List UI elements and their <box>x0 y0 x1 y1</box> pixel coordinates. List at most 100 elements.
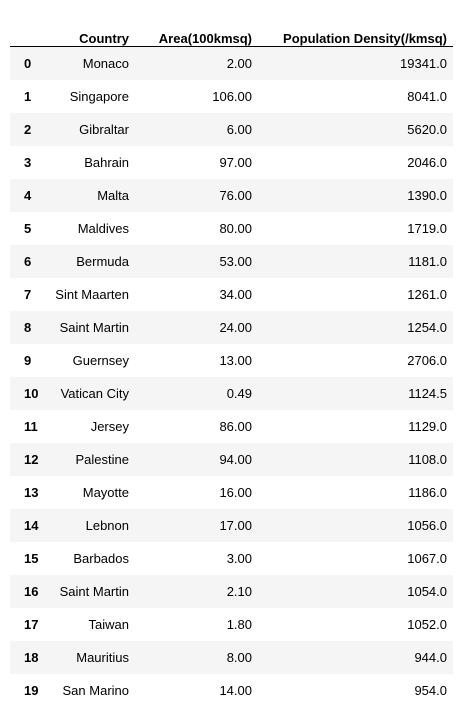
table-row: 19 San Marino 14.00 954.0 <box>10 674 453 707</box>
area-cell: 3.00 <box>226 550 252 566</box>
row-index: 11 <box>24 418 38 434</box>
country-cell: Monaco <box>82 55 129 71</box>
row-index: 17 <box>24 616 39 632</box>
table-row: 6 Bermuda 53.00 1181.0 <box>10 244 453 278</box>
row-index: 15 <box>24 550 39 566</box>
table-row: 11 Jersey 86.00 1129.0 <box>10 410 453 443</box>
area-cell: 2.10 <box>226 583 252 599</box>
table-row: 15 Barbados 3.00 1067.0 <box>10 542 453 575</box>
country-cell: Palestine <box>75 451 129 467</box>
table-row: 1 Singapore 106.00 8041.0 <box>10 80 453 113</box>
table-row: 0 Monaco 2.00 19341.0 <box>10 46 453 80</box>
density-cell: 1390.0 <box>407 187 447 203</box>
density-cell: 8041.0 <box>407 88 447 104</box>
country-cell: Bahrain <box>84 154 129 170</box>
area-cell: 1.80 <box>226 616 252 632</box>
country-cell: Mayotte <box>82 484 129 500</box>
table-row: 16 Saint Martin 2.10 1054.0 <box>10 574 453 608</box>
area-cell: 80.00 <box>219 220 252 236</box>
table-row: 5 Maldives 80.00 1719.0 <box>10 212 453 245</box>
table-row: 10 Vatican City 0.49 1124.5 <box>10 376 453 410</box>
dataframe-output: Country Area(100kmsq) Population Density… <box>10 14 453 707</box>
header-density: Population Density(/kmsq) <box>258 14 453 47</box>
row-index: 9 <box>24 352 32 368</box>
density-cell: 1719.0 <box>407 220 447 236</box>
row-index: 6 <box>24 253 32 269</box>
area-cell: 76.00 <box>219 187 252 203</box>
row-index: 10 <box>24 385 39 401</box>
density-cell: 1124.5 <box>408 385 447 401</box>
country-cell: Maldives <box>77 220 129 236</box>
density-cell: 1129.0 <box>408 418 447 434</box>
row-index: 8 <box>24 319 32 335</box>
country-cell: Barbados <box>73 550 129 566</box>
area-cell: 86.00 <box>219 418 252 434</box>
density-cell: 944.0 <box>414 649 447 665</box>
area-cell: 34.00 <box>219 286 252 302</box>
row-index: 19 <box>24 682 39 698</box>
header-country: Country <box>40 14 135 47</box>
density-cell: 1054.0 <box>407 583 447 599</box>
area-cell: 13.00 <box>219 352 252 368</box>
area-cell: 17.00 <box>219 517 252 533</box>
density-cell: 5620.0 <box>407 121 447 137</box>
country-cell: Jersey <box>90 418 129 434</box>
header-row: Country Area(100kmsq) Population Density… <box>10 14 453 47</box>
country-cell: Saint Martin <box>59 319 129 335</box>
table-header: Country Area(100kmsq) Population Density… <box>10 14 453 47</box>
area-cell: 0.49 <box>226 385 252 401</box>
density-cell: 1056.0 <box>407 517 447 533</box>
row-index: 2 <box>24 121 32 137</box>
density-cell: 1254.0 <box>407 319 447 335</box>
area-cell: 2.00 <box>226 55 252 71</box>
country-cell: Malta <box>97 187 129 203</box>
row-index: 18 <box>24 649 39 665</box>
density-cell: 2046.0 <box>407 154 447 170</box>
density-cell: 954.0 <box>414 682 447 698</box>
area-cell: 16.00 <box>219 484 252 500</box>
country-cell: Singapore <box>69 88 129 104</box>
country-cell: Sint Maarten <box>55 286 129 302</box>
table-row: 3 Bahrain 97.00 2046.0 <box>10 146 453 179</box>
row-index: 5 <box>24 220 32 236</box>
area-cell: 24.00 <box>219 319 252 335</box>
area-cell: 94.00 <box>219 451 252 467</box>
table-row: 9 Guernsey 13.00 2706.0 <box>10 344 453 377</box>
dataframe-table: Country Area(100kmsq) Population Density… <box>10 14 453 707</box>
area-cell: 106.00 <box>212 88 252 104</box>
header-index <box>10 14 40 47</box>
row-index: 3 <box>24 154 32 170</box>
density-cell: 1108.0 <box>408 451 447 467</box>
table-body: 0 Monaco 2.00 19341.0 1 Singapore 106.00 8041.0… <box>10 46 453 707</box>
country-cell: Lebnon <box>85 517 129 533</box>
country-cell: Guernsey <box>72 352 129 368</box>
header-area: Area(100kmsq) <box>135 14 258 47</box>
row-index: 1 <box>24 88 32 104</box>
area-cell: 14.00 <box>219 682 252 698</box>
table-row: 18 Mauritius 8.00 944.0 <box>10 640 453 674</box>
area-cell: 8.00 <box>226 649 252 665</box>
table-row: 17 Taiwan 1.80 1052.0 <box>10 608 453 641</box>
country-cell: Vatican City <box>60 385 129 401</box>
country-cell: Gibraltar <box>79 121 129 137</box>
table-row: 14 Lebnon 17.00 1056.0 <box>10 508 453 542</box>
row-index: 14 <box>24 517 39 533</box>
table-row: 12 Palestine 94.00 1108.0 <box>10 442 453 476</box>
density-cell: 2706.0 <box>407 352 447 368</box>
density-cell: 1067.0 <box>407 550 447 566</box>
row-index: 16 <box>24 583 39 599</box>
table-row: 4 Malta 76.00 1390.0 <box>10 178 453 212</box>
area-cell: 97.00 <box>219 154 252 170</box>
row-index: 7 <box>24 286 32 302</box>
row-index: 0 <box>24 55 32 71</box>
row-index: 13 <box>24 484 39 500</box>
row-index: 4 <box>24 187 32 203</box>
area-cell: 6.00 <box>226 121 252 137</box>
row-index: 12 <box>24 451 39 467</box>
table-row: 13 Mayotte 16.00 1186.0 <box>10 476 453 509</box>
table-row: 2 Gibraltar 6.00 5620.0 <box>10 112 453 146</box>
country-cell: Taiwan <box>88 616 129 632</box>
table-row: 8 Saint Martin 24.00 1254.0 <box>10 310 453 344</box>
country-cell: Mauritius <box>76 649 129 665</box>
country-cell: San Marino <box>62 682 129 698</box>
